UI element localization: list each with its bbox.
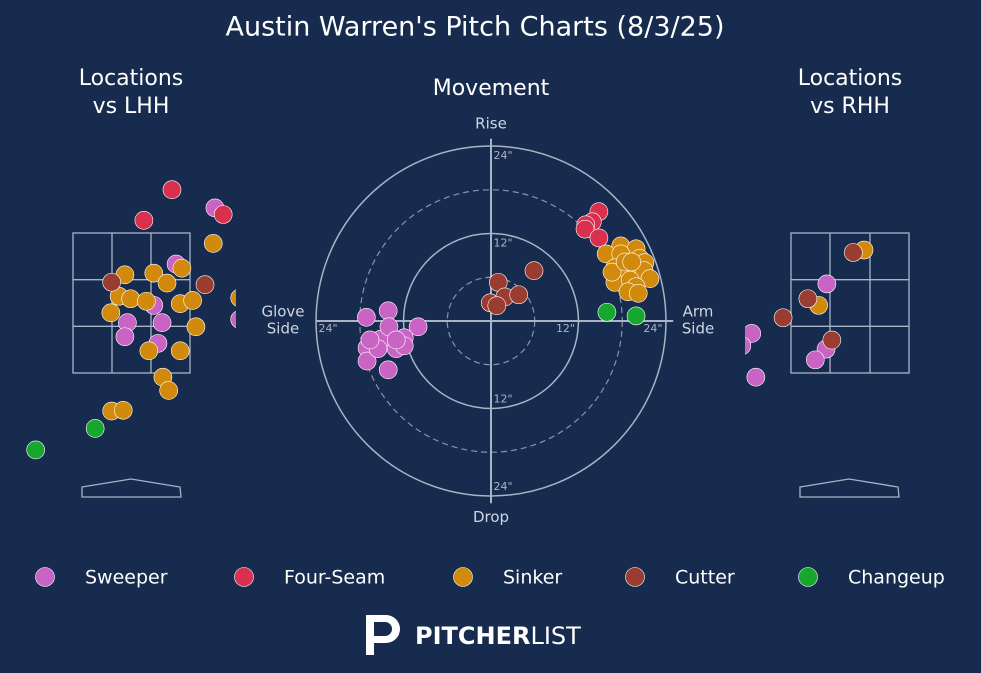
legend-marker — [35, 567, 55, 587]
pitch-point — [357, 308, 376, 327]
logo-text: PITCHERLIST — [415, 622, 581, 650]
pitch-point — [162, 180, 182, 200]
logo-bold: PITCHER — [415, 622, 530, 650]
axis-label: Glove — [261, 303, 304, 321]
panel-title: vs LHH — [93, 94, 170, 119]
pitch-point — [230, 310, 236, 328]
pitch-point — [640, 269, 660, 289]
legend-marker — [234, 567, 254, 587]
pitch-point — [822, 330, 842, 350]
legend-marker — [625, 567, 645, 587]
ring-label: 12" — [493, 237, 512, 250]
pitch-point — [745, 324, 762, 343]
pitch-point — [806, 350, 825, 370]
pitch-point — [115, 327, 135, 347]
pitch-point — [170, 341, 190, 361]
pitch-point — [844, 243, 863, 262]
pitch-point — [152, 313, 172, 333]
pitch-point — [102, 272, 121, 292]
pitch-point — [798, 289, 818, 309]
legend-label: Four-Seam — [284, 567, 385, 589]
pitch-point — [378, 301, 398, 321]
legend-marker — [453, 567, 473, 587]
pitch-point — [628, 283, 648, 303]
logo: PITCHERLIST — [366, 615, 581, 655]
ring-label: 12" — [493, 392, 512, 405]
zone-rhh — [790, 232, 910, 498]
pitch-point — [524, 261, 544, 280]
pitch-point — [622, 252, 641, 272]
pitch-point — [134, 210, 154, 230]
pitch-point — [487, 296, 507, 315]
pitch-point — [597, 302, 617, 322]
pitch-point — [360, 330, 380, 350]
legend-label: Sweeper — [85, 567, 168, 589]
points — [357, 202, 660, 380]
pitch-point — [602, 262, 622, 282]
pitch-point — [386, 330, 406, 350]
panel-title: Locations — [798, 66, 903, 91]
pitch-point — [203, 234, 223, 253]
legend-marker — [798, 567, 818, 587]
pitch-point — [137, 291, 156, 311]
pitch-point — [746, 367, 766, 387]
pitch-point — [378, 360, 398, 380]
page-title: Austin Warren's Pitch Charts (8/3/25) — [225, 12, 724, 43]
ring-label: 24" — [319, 322, 338, 335]
pitch-point — [408, 317, 428, 337]
legend-label: Sinker — [503, 567, 562, 589]
ring-label: 12" — [556, 322, 575, 335]
pitch-point — [186, 317, 206, 337]
pitch-point — [121, 289, 140, 309]
axis-label: Arm — [683, 303, 714, 321]
ring-label: 24" — [643, 322, 662, 335]
pitch-point — [26, 440, 45, 460]
logo-light: LIST — [530, 622, 581, 650]
panel-title: Locations — [79, 66, 184, 91]
points — [26, 180, 236, 460]
pitch-point — [509, 285, 529, 305]
legend-label: Changeup — [848, 567, 945, 589]
pitch-point — [157, 273, 177, 293]
pitch-point — [575, 219, 595, 239]
pitch-point — [589, 228, 609, 248]
pitch-point — [101, 303, 121, 323]
pitch-point — [159, 381, 178, 400]
axis-label: Drop — [473, 508, 509, 526]
panel-title: Movement — [433, 76, 550, 101]
pitch-point — [85, 419, 105, 438]
points — [745, 240, 874, 387]
pitch-point — [172, 258, 192, 278]
pitch-point — [183, 291, 202, 310]
pitch-point — [195, 275, 215, 295]
pitch-point — [113, 400, 133, 420]
legend-label: Cutter — [675, 567, 735, 589]
axis-label: Side — [267, 320, 299, 338]
pitch-point — [213, 205, 233, 224]
pitch-point — [139, 341, 159, 361]
ring-label: 24" — [493, 149, 512, 162]
panel-title: vs RHH — [810, 94, 890, 119]
axis-label: Side — [682, 320, 714, 338]
pitch-point — [144, 263, 164, 283]
pitch-point — [357, 351, 377, 371]
pitch-point — [745, 337, 752, 355]
pitch-point — [626, 306, 646, 326]
pitch-point — [817, 274, 837, 294]
pitch-point — [230, 289, 236, 307]
ring-label: 24" — [493, 480, 512, 493]
axis-label: Rise — [475, 114, 507, 132]
pitch-point — [773, 308, 793, 328]
